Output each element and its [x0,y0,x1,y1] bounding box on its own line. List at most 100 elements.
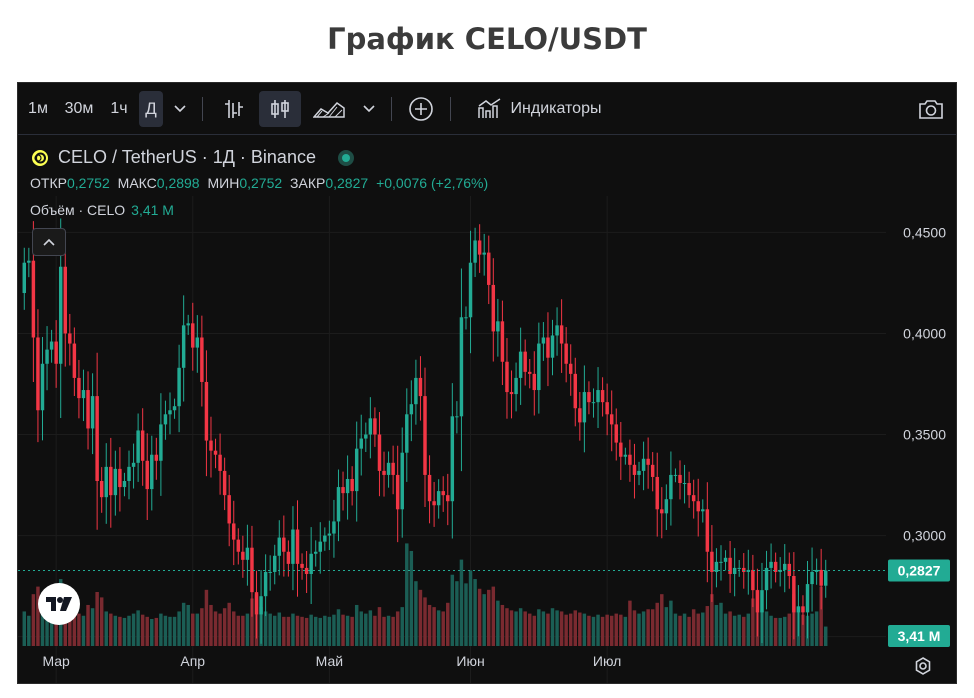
candle-body [81,390,86,399]
candle-body [109,466,113,496]
interval-dropdown-button[interactable] [168,91,192,127]
candle-body [669,474,673,500]
candle-body [90,396,95,429]
candle-body [446,495,450,502]
volume-bar [286,616,291,646]
volume-bar [336,609,341,646]
volume-bar [455,581,459,646]
volume-bar [482,594,486,646]
tradingview-logo[interactable] [38,583,80,625]
volume-bar [764,611,769,646]
volume-bar [309,614,313,646]
market-status-icon[interactable] [337,149,354,166]
candles-chart-type-button[interactable] [259,91,301,127]
volume-bar [468,570,473,646]
volume-bar [345,615,350,646]
volume-bar [719,602,723,646]
collapse-legend-button[interactable] [32,228,66,256]
area-chart-type-button[interactable] [310,91,348,127]
candle-body [282,537,286,552]
volume-bar [414,581,418,646]
candle-body [742,567,746,572]
volume-bar [473,579,477,646]
candle-body [295,529,300,564]
candle-body [459,317,464,417]
volume-value: 3,41 M [131,202,174,218]
candle-body [805,584,810,613]
candle-body [664,499,669,514]
volume-bar [637,613,641,646]
interval-day-button[interactable]: Д [139,91,163,127]
candle-body [491,284,496,332]
volume-bar [710,594,714,646]
volume-bar [327,616,332,646]
chart-settings-button[interactable] [915,657,931,675]
candle-body [691,495,696,502]
candle-body [140,430,145,461]
candle-body [300,563,304,568]
symbol-legend[interactable]: CELO / TetherUS · 1Д · Binance [30,147,354,168]
interval-1h-button[interactable]: 1ч [110,100,128,117]
volume-bar [122,617,127,646]
candle-body [714,561,719,572]
candle-body [63,266,67,334]
screenshot-button[interactable] [914,91,948,127]
candle-body [136,430,140,463]
candle-body [395,474,400,510]
candle-body [783,563,787,570]
volume-bar [810,613,814,646]
compare-symbol-button[interactable] [404,91,438,127]
candle-body [318,541,322,552]
volume-bar [732,615,737,646]
volume-bar [819,586,823,646]
candle-body [546,337,550,358]
interval-1m-button[interactable]: 1м [28,100,48,117]
volume-bar [45,607,49,646]
candle-body [373,418,377,435]
volume-bar [600,616,605,646]
candle-body [436,491,441,506]
volume-legend[interactable]: Объём · CELO 3,41 M [30,202,174,218]
high-value: 0,2898 [156,175,200,191]
time-tick-label: Апр [180,653,205,669]
candle-body [209,440,213,451]
indicators-button[interactable]: Индикаторы [466,91,612,127]
bar-chart-type-button[interactable] [216,91,250,127]
candle-body [382,470,386,475]
candle-body [764,567,769,591]
candle-body [405,414,409,453]
volume-bar [282,616,286,646]
volume-bar [359,611,363,646]
symbol-description: CELO / TetherUS · 1Д · Binance [58,147,316,167]
volume-bar [783,616,787,646]
candle-body [414,377,418,405]
candle-body [409,404,414,415]
candle-body [628,454,632,465]
toolbar-separator [391,97,392,121]
candle-body [755,590,760,613]
volume-bar [268,613,272,646]
candle-body [600,390,605,403]
time-tick-label: Май [316,653,343,669]
chevron-down-icon [174,105,186,113]
candle-body [364,434,368,439]
candle-body [172,406,177,411]
candle-body [587,392,591,403]
candle-body [619,442,623,457]
candle-body [773,561,778,572]
candle-body [823,570,828,586]
volume-bar [773,617,778,646]
interval-30m-button[interactable]: 30м [64,100,94,117]
candle-body [801,606,805,613]
chart-type-dropdown-button[interactable] [358,91,380,127]
candle-body [701,509,705,512]
volume-bar [505,608,509,646]
volume-bar [159,613,163,646]
candle-body [623,454,628,457]
time-axis[interactable]: Мар Апр Май Июн Июл [42,653,621,669]
volume-bar [318,617,322,646]
candle-body [660,509,664,514]
volume-bar [751,598,755,646]
